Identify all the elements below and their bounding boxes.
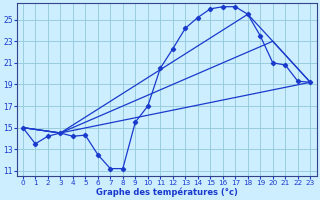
X-axis label: Graphe des températures (°c): Graphe des températures (°c) xyxy=(96,187,237,197)
